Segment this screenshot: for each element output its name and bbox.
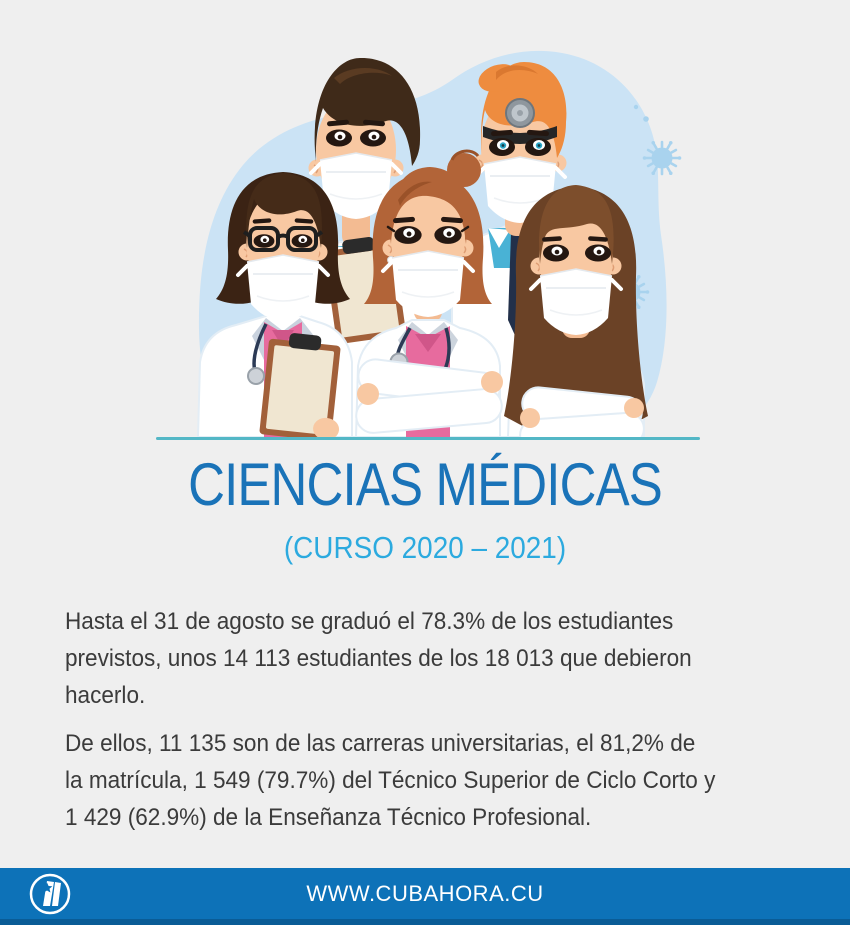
doctor-female-long-hair: [504, 185, 648, 437]
doctor-female-glasses: [196, 172, 353, 437]
paragraph-line: la matrícula, 1 549 (79.7%) del Técnico …: [65, 767, 716, 794]
subtitle: (CURSO 2020 – 2021): [283, 530, 567, 565]
crossed-arms: [355, 358, 503, 434]
paragraph-line: De ellos, 11 135 son de las carreras uni…: [65, 730, 696, 757]
paragraph-line: hacerlo.: [65, 682, 146, 709]
divider-line: [156, 437, 700, 440]
paragraph-line: 1 429 (62.9%) de la Enseñanza Técnico Pr…: [65, 804, 592, 831]
paragraph-line: previstos, unos 14 113 estudiantes de lo…: [65, 645, 692, 672]
body-paragraph-2: De ellos, 11 135 son de las carreras uni…: [65, 725, 798, 836]
doctor-female-bun: [354, 149, 503, 437]
crossed-arms: [519, 386, 645, 437]
glasses-icon: [242, 226, 324, 252]
medical-team-svg: [196, 50, 683, 437]
page-title: CIENCIAS MÉDICAS: [188, 451, 663, 518]
footer-bar: WWW.CUBAHORA.CU: [0, 868, 850, 925]
medical-team-illustration: [0, 0, 850, 437]
website-url: WWW.CUBAHORA.CU: [306, 880, 544, 906]
body-paragraph-1: Hasta el 31 de agosto se graduó el 78.3%…: [65, 603, 798, 714]
cubahora-logo-icon: [29, 873, 71, 915]
paragraph-line: Hasta el 31 de agosto se graduó el 78.3%…: [65, 608, 674, 635]
